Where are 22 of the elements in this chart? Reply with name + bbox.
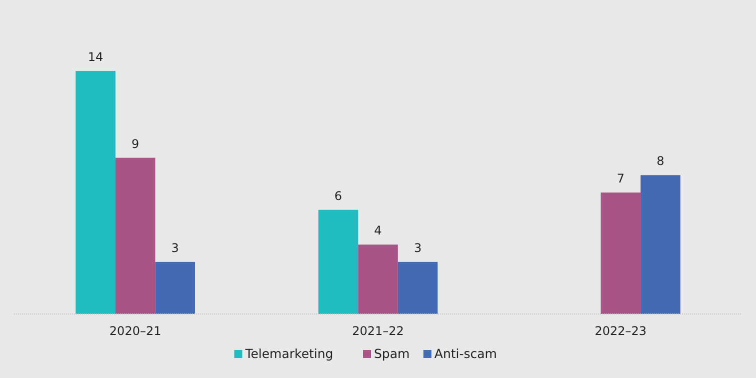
bar (358, 244, 398, 314)
legend-label: Anti-scam (434, 346, 497, 361)
data-label: 8 (656, 154, 664, 168)
x-tick-label: 2021–22 (352, 324, 404, 338)
data-label: 7 (616, 172, 624, 186)
bar (640, 175, 680, 314)
bar (155, 262, 196, 314)
bar (76, 71, 116, 314)
x-tick-label: 2022–23 (594, 324, 647, 338)
legend-label: Telemarketing (244, 346, 334, 361)
data-label: 4 (374, 224, 382, 238)
data-label: 14 (88, 50, 104, 64)
bar (398, 262, 438, 314)
legend-label: Spam (374, 346, 410, 361)
data-label: 3 (171, 240, 179, 255)
data-label: 3 (414, 240, 422, 255)
x-tick-label: 2020–21 (109, 324, 162, 338)
bar (115, 158, 156, 314)
data-label: 6 (334, 188, 342, 203)
data-label: 9 (132, 136, 140, 151)
bar (600, 192, 641, 314)
bar (318, 210, 358, 314)
